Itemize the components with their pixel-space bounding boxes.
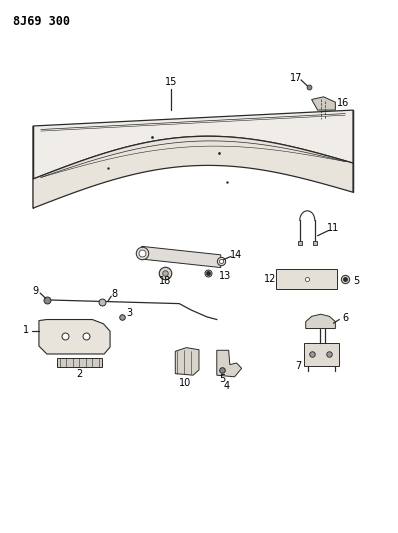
Text: 4: 4 <box>224 381 230 391</box>
Text: 6: 6 <box>342 313 348 324</box>
Text: 3: 3 <box>127 308 133 318</box>
Text: 18: 18 <box>159 276 172 286</box>
Polygon shape <box>142 246 221 268</box>
Text: 8J69 300: 8J69 300 <box>13 14 70 28</box>
Text: 5: 5 <box>353 276 359 286</box>
Text: 11: 11 <box>327 223 339 233</box>
Polygon shape <box>304 343 339 366</box>
Polygon shape <box>33 110 353 179</box>
Polygon shape <box>276 269 338 289</box>
Text: 17: 17 <box>290 73 302 83</box>
Polygon shape <box>57 358 102 367</box>
Text: 5: 5 <box>219 374 225 384</box>
Polygon shape <box>312 97 336 110</box>
Text: 2: 2 <box>76 369 82 378</box>
Text: 15: 15 <box>165 77 178 87</box>
Text: 9: 9 <box>32 286 38 296</box>
Text: 14: 14 <box>230 250 243 260</box>
Text: 7: 7 <box>295 361 302 370</box>
Text: 16: 16 <box>337 98 349 108</box>
Polygon shape <box>175 348 199 375</box>
Text: 1: 1 <box>23 325 29 335</box>
Polygon shape <box>39 319 110 354</box>
Text: 10: 10 <box>179 378 191 388</box>
Polygon shape <box>306 314 336 328</box>
Polygon shape <box>217 350 242 377</box>
Text: 13: 13 <box>219 271 231 281</box>
Text: 12: 12 <box>264 274 276 284</box>
Polygon shape <box>33 136 353 208</box>
Text: 8: 8 <box>111 289 117 299</box>
